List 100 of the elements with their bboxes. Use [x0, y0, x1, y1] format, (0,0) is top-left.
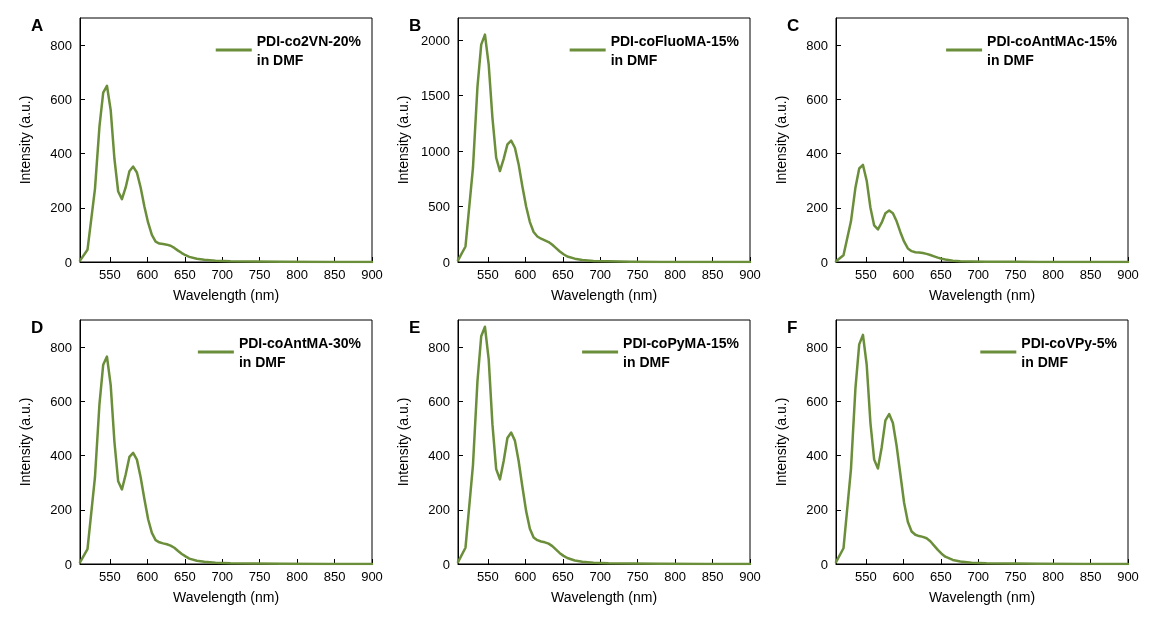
- y-tick-label: 1500: [421, 88, 450, 104]
- x-tick-label: 750: [248, 267, 271, 282]
- x-tick-label: 650: [929, 569, 952, 584]
- y-tick-label: 200: [806, 502, 828, 518]
- x-axis-title: Wavelength (nm): [550, 589, 658, 605]
- chart-title: C: [787, 16, 800, 35]
- x-tick-label: 850: [323, 569, 346, 584]
- y-tick-label: 400: [428, 448, 450, 464]
- x-tick-label: 900: [361, 569, 383, 584]
- x-tick-label: 800: [286, 569, 308, 584]
- y-tick-label: 0: [820, 254, 828, 270]
- y-axis-title: Intensity (a.u.): [773, 397, 789, 487]
- y-tick-label: 800: [806, 339, 828, 355]
- x-tick-label: 650: [551, 569, 574, 584]
- y-tick-label: 0: [820, 556, 828, 572]
- y-tick-label: 800: [428, 339, 450, 355]
- x-axis-title: Wavelength (nm): [172, 589, 280, 605]
- x-tick-label: 700: [211, 569, 234, 584]
- x-tick-label: 700: [967, 267, 990, 282]
- x-axis-title: Wavelength (nm): [928, 589, 1036, 605]
- y-tick-label: 400: [806, 448, 828, 464]
- x-axis-title: Wavelength (nm): [172, 287, 280, 303]
- chart-title: F: [787, 318, 798, 337]
- chart-title: E: [409, 318, 421, 337]
- y-tick-label: 200: [806, 200, 828, 216]
- x-tick-label: 650: [929, 267, 952, 282]
- x-tick-label: 650: [551, 267, 574, 282]
- y-axis-title: Intensity (a.u.): [17, 397, 33, 487]
- y-tick-label: 2000: [421, 32, 450, 48]
- legend-label: PDI-co2VN-20% in DMF: [256, 32, 362, 68]
- x-tick-label: 550: [855, 569, 877, 584]
- x-tick-label: 900: [1117, 267, 1139, 282]
- y-tick-label: 800: [50, 339, 72, 355]
- x-tick-label: 600: [136, 569, 159, 584]
- x-tick-label: 550: [99, 569, 121, 584]
- x-tick-label: 550: [855, 267, 877, 282]
- x-tick-label: 700: [589, 267, 612, 282]
- x-tick-label: 900: [739, 569, 761, 584]
- x-tick-label: 800: [1042, 569, 1064, 584]
- y-tick-label: 0: [64, 556, 72, 572]
- y-tick-label: 600: [806, 91, 828, 107]
- x-tick-label: 750: [626, 267, 649, 282]
- y-tick-label: 600: [806, 393, 828, 409]
- y-tick-label: 800: [806, 37, 828, 53]
- y-tick-label: 600: [50, 91, 72, 107]
- x-tick-label: 900: [1117, 569, 1139, 584]
- chart-title: D: [31, 318, 44, 337]
- y-tick-label: 400: [50, 448, 72, 464]
- y-tick-label: 200: [50, 502, 72, 518]
- y-axis-title: Intensity (a.u.): [395, 397, 411, 487]
- x-tick-label: 600: [514, 569, 537, 584]
- x-tick-label: 900: [739, 267, 761, 282]
- x-axis-title: Wavelength (nm): [928, 287, 1036, 303]
- y-tick-label: 400: [806, 146, 828, 162]
- x-tick-label: 800: [664, 569, 686, 584]
- x-tick-label: 600: [892, 267, 915, 282]
- chart-title: A: [31, 16, 44, 35]
- x-tick-label: 850: [1079, 569, 1102, 584]
- y-tick-label: 0: [442, 254, 450, 270]
- y-axis-title: Intensity (a.u.): [773, 95, 789, 185]
- y-axis-title: Intensity (a.u.): [17, 95, 33, 185]
- y-tick-label: 200: [428, 502, 450, 518]
- y-tick-label: 500: [428, 199, 450, 215]
- x-tick-label: 850: [701, 267, 724, 282]
- x-tick-label: 700: [589, 569, 612, 584]
- x-tick-label: 750: [248, 569, 271, 584]
- y-tick-label: 0: [64, 254, 72, 270]
- y-tick-label: 600: [50, 393, 72, 409]
- x-tick-label: 800: [664, 267, 686, 282]
- y-axis-title: Intensity (a.u.): [395, 95, 411, 185]
- x-axis-title: Wavelength (nm): [550, 287, 658, 303]
- x-tick-label: 600: [892, 569, 915, 584]
- x-tick-label: 600: [514, 267, 537, 282]
- x-tick-label: 650: [173, 569, 196, 584]
- legend-label: PDI-coFluoMA-15% in DMF: [610, 32, 740, 68]
- x-tick-label: 750: [626, 569, 649, 584]
- x-tick-label: 650: [173, 267, 196, 282]
- y-tick-label: 400: [50, 146, 72, 162]
- y-tick-label: 200: [50, 200, 72, 216]
- legend-label: PDI-coAntMA-30% in DMF: [238, 334, 362, 370]
- x-tick-label: 600: [136, 267, 159, 282]
- x-tick-label: 850: [1079, 267, 1102, 282]
- legend-label: PDI-coVPy-5% in DMF: [1021, 334, 1118, 370]
- legend-label: PDI-coAntMAc-15% in DMF: [987, 32, 1118, 68]
- x-tick-label: 850: [701, 569, 724, 584]
- chart-title: B: [409, 16, 422, 35]
- x-tick-label: 550: [99, 267, 121, 282]
- x-tick-label: 850: [323, 267, 346, 282]
- x-tick-label: 750: [1004, 569, 1027, 584]
- y-tick-label: 0: [442, 556, 450, 572]
- x-tick-label: 700: [967, 569, 990, 584]
- y-tick-label: 600: [428, 393, 450, 409]
- x-tick-label: 900: [361, 267, 383, 282]
- x-tick-label: 550: [477, 569, 499, 584]
- x-tick-label: 800: [1042, 267, 1064, 282]
- x-tick-label: 750: [1004, 267, 1027, 282]
- x-tick-label: 550: [477, 267, 499, 282]
- y-tick-label: 800: [50, 37, 72, 53]
- y-tick-label: 1000: [421, 143, 450, 159]
- x-tick-label: 800: [286, 267, 308, 282]
